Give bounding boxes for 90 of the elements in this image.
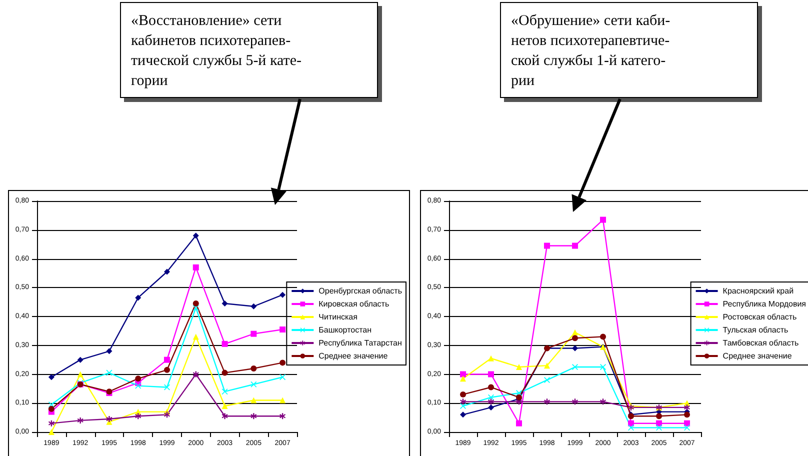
point <box>106 416 112 422</box>
point <box>222 413 228 420</box>
legend-label: Башкортостан <box>318 326 372 334</box>
point <box>192 232 199 239</box>
point <box>460 376 466 382</box>
legend-label: Кировская область <box>318 300 390 308</box>
text: «Обрушение» сети каби- нетов психотерапевтиче- ской службы 1-й катего- рии <box>500 2 758 98</box>
point <box>192 371 199 378</box>
point <box>280 326 286 332</box>
point <box>600 398 606 405</box>
point <box>222 340 228 347</box>
point <box>488 404 494 410</box>
point <box>544 398 550 405</box>
point <box>222 300 228 307</box>
legend-label: Тульская область <box>722 326 788 334</box>
legend-label: Ростовская область <box>722 312 797 322</box>
point <box>572 345 578 352</box>
point <box>516 390 522 396</box>
point <box>192 300 199 307</box>
point <box>572 335 578 342</box>
point <box>250 381 257 388</box>
legend-label: Красноярский край <box>722 286 794 296</box>
point <box>77 356 84 363</box>
point <box>684 412 690 418</box>
point <box>488 355 494 362</box>
point <box>250 413 257 420</box>
point <box>544 362 550 369</box>
point <box>684 404 690 410</box>
point <box>77 417 84 424</box>
point <box>628 420 634 426</box>
point <box>164 366 170 373</box>
point <box>516 364 522 370</box>
point <box>460 398 466 405</box>
point <box>48 406 54 412</box>
point <box>192 304 199 311</box>
point <box>280 292 286 298</box>
point <box>488 398 494 405</box>
point <box>572 242 578 249</box>
point <box>460 412 466 418</box>
point <box>135 413 142 420</box>
point <box>222 370 228 376</box>
legend-label: Читинская <box>318 312 358 322</box>
point <box>488 384 494 390</box>
point <box>48 429 54 435</box>
legend-label: Республика Татарстан <box>318 338 402 348</box>
point <box>280 374 286 380</box>
point <box>460 403 466 410</box>
point <box>572 364 578 370</box>
point <box>164 356 170 363</box>
point <box>280 413 286 420</box>
point <box>600 334 606 340</box>
point <box>135 382 142 389</box>
point <box>250 397 257 404</box>
point <box>684 420 690 426</box>
point <box>250 303 257 310</box>
point <box>544 242 550 249</box>
point <box>48 402 54 408</box>
point <box>192 264 199 270</box>
point <box>460 371 466 378</box>
point <box>656 420 662 426</box>
point <box>250 365 257 372</box>
legend-label: Республика Мордовия <box>722 300 806 308</box>
text: «Восстановление» сети кабинетов психотерапев- тической службы 5-й кате- гории <box>120 2 378 98</box>
point <box>460 391 466 398</box>
point <box>106 370 112 376</box>
point <box>280 360 286 366</box>
point <box>222 403 228 410</box>
point <box>516 420 522 426</box>
point <box>192 334 199 340</box>
point <box>572 398 578 405</box>
point <box>164 412 170 418</box>
point <box>656 413 662 420</box>
point <box>77 371 84 378</box>
point <box>572 329 578 336</box>
point <box>250 330 257 337</box>
point <box>280 397 286 404</box>
point <box>135 376 142 382</box>
point <box>544 377 550 384</box>
legend-label: Тамбовская область <box>722 338 799 348</box>
point <box>600 364 606 370</box>
point <box>48 420 54 426</box>
point <box>135 294 142 301</box>
point <box>488 371 494 378</box>
point <box>48 374 54 380</box>
legend-label: Среднее значение <box>318 352 388 360</box>
point <box>600 216 606 223</box>
legend-label: Оренбургская область <box>318 286 402 296</box>
point <box>106 348 112 354</box>
point <box>164 268 170 275</box>
legend-label: Среднее значение <box>722 352 792 360</box>
